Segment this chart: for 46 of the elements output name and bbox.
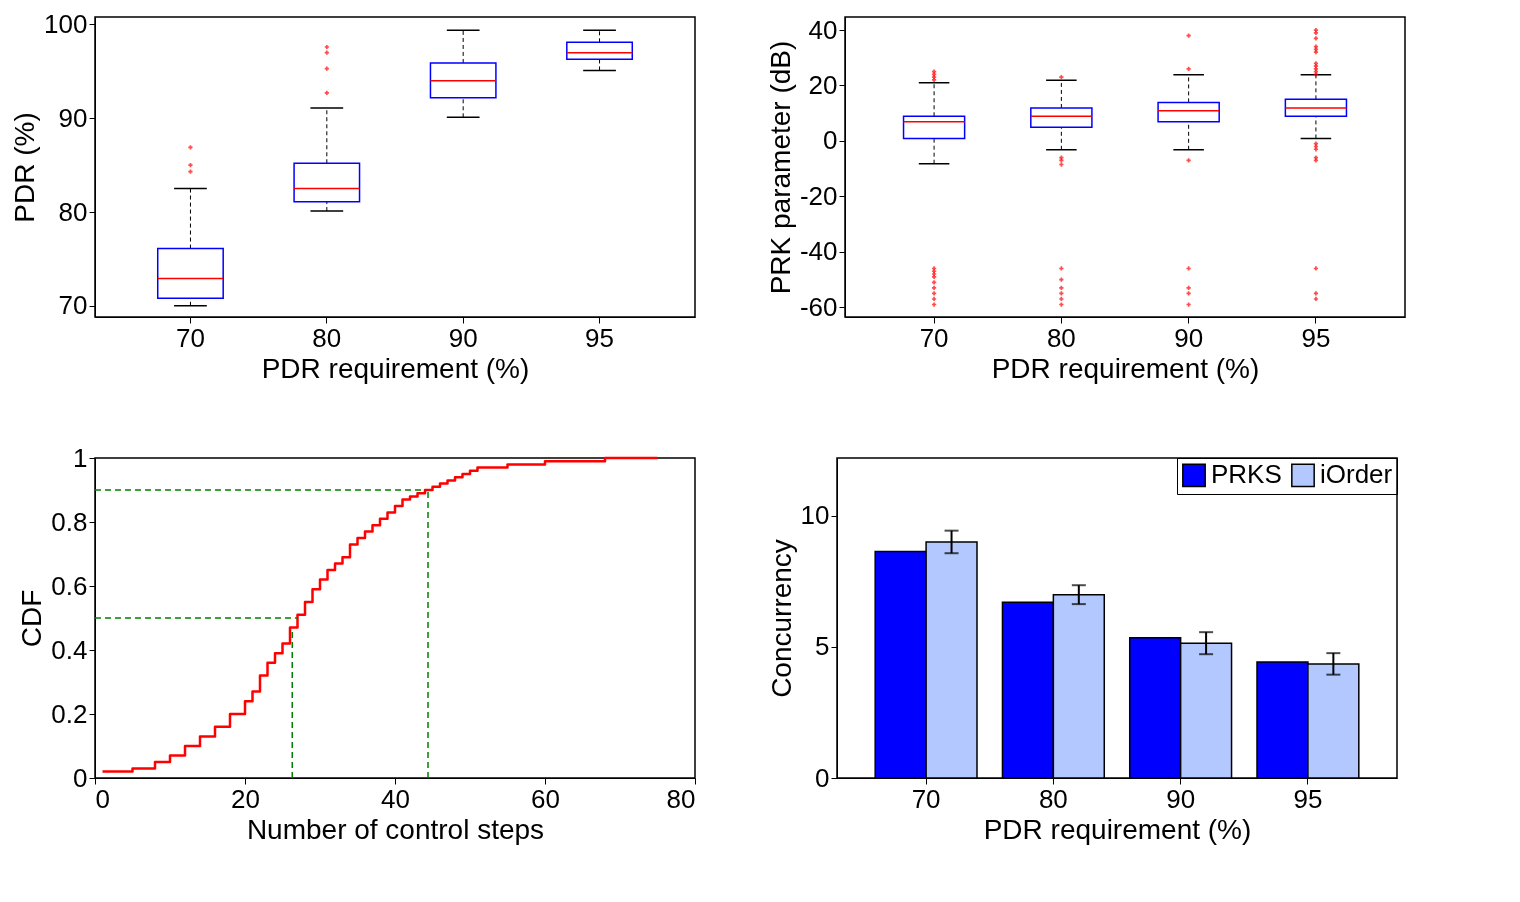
y-tick-label: 0	[823, 125, 838, 156]
x-axis-title: PDR requirement (%)	[983, 813, 1252, 845]
y-tick-label: -60	[799, 291, 838, 322]
legend-label: iOrder	[1320, 459, 1393, 490]
x-tick-label: 80	[312, 322, 342, 353]
x-tick-label: 20	[231, 783, 260, 814]
x-tick-label: 95	[585, 322, 615, 353]
x-tick-label: 95	[1301, 322, 1331, 353]
y-tick-label: 10	[800, 500, 830, 531]
legend-label: PRKS	[1211, 459, 1282, 490]
y-tick-label: 40	[808, 14, 838, 45]
y-tick-label: 100	[44, 9, 88, 39]
x-tick-label: 60	[531, 783, 560, 814]
x-tick-label: 40	[381, 783, 410, 814]
y-tick-label: -40	[799, 236, 838, 267]
y-tick-label: 0	[73, 762, 88, 793]
y-tick-label: 5	[815, 631, 830, 662]
y-tick-label: 80	[58, 196, 88, 227]
x-axis-title: Number of control steps	[246, 813, 545, 845]
x-tick-label: 70	[911, 783, 941, 814]
y-axis-title: CDF	[16, 589, 48, 648]
y-tick-label: 0.8	[51, 506, 88, 537]
x-tick-label: 90	[448, 322, 478, 353]
y-tick-label: 1	[73, 442, 88, 473]
y-tick-label: 0.6	[51, 570, 88, 601]
y-tick-label: 90	[58, 102, 88, 133]
y-tick-label: 0	[815, 762, 830, 793]
y-tick-label: 0.4	[51, 634, 88, 665]
x-tick-label: 80	[1038, 783, 1068, 814]
x-tick-label: 90	[1174, 322, 1204, 353]
x-tick-label: 0	[95, 783, 110, 814]
y-tick-label: 0.2	[51, 698, 88, 729]
y-axis-title: PRK parameter (dB)	[764, 40, 796, 295]
y-tick-label: -20	[799, 180, 838, 211]
y-axis-title: PDR (%)	[9, 112, 41, 223]
y-tick-label: 20	[808, 69, 838, 100]
y-tick-label: 70	[58, 290, 88, 321]
x-tick-label: 70	[919, 322, 949, 353]
x-axis-title: PDR requirement (%)	[261, 352, 530, 384]
x-tick-label: 70	[175, 322, 205, 353]
x-tick-label: 95	[1293, 783, 1323, 814]
x-tick-label: 90	[1166, 783, 1196, 814]
x-tick-label: 80	[666, 783, 696, 814]
x-tick-label: 80	[1046, 322, 1076, 353]
x-axis-title: PDR requirement (%)	[991, 352, 1260, 384]
y-axis-title: Concurrency	[765, 539, 797, 698]
